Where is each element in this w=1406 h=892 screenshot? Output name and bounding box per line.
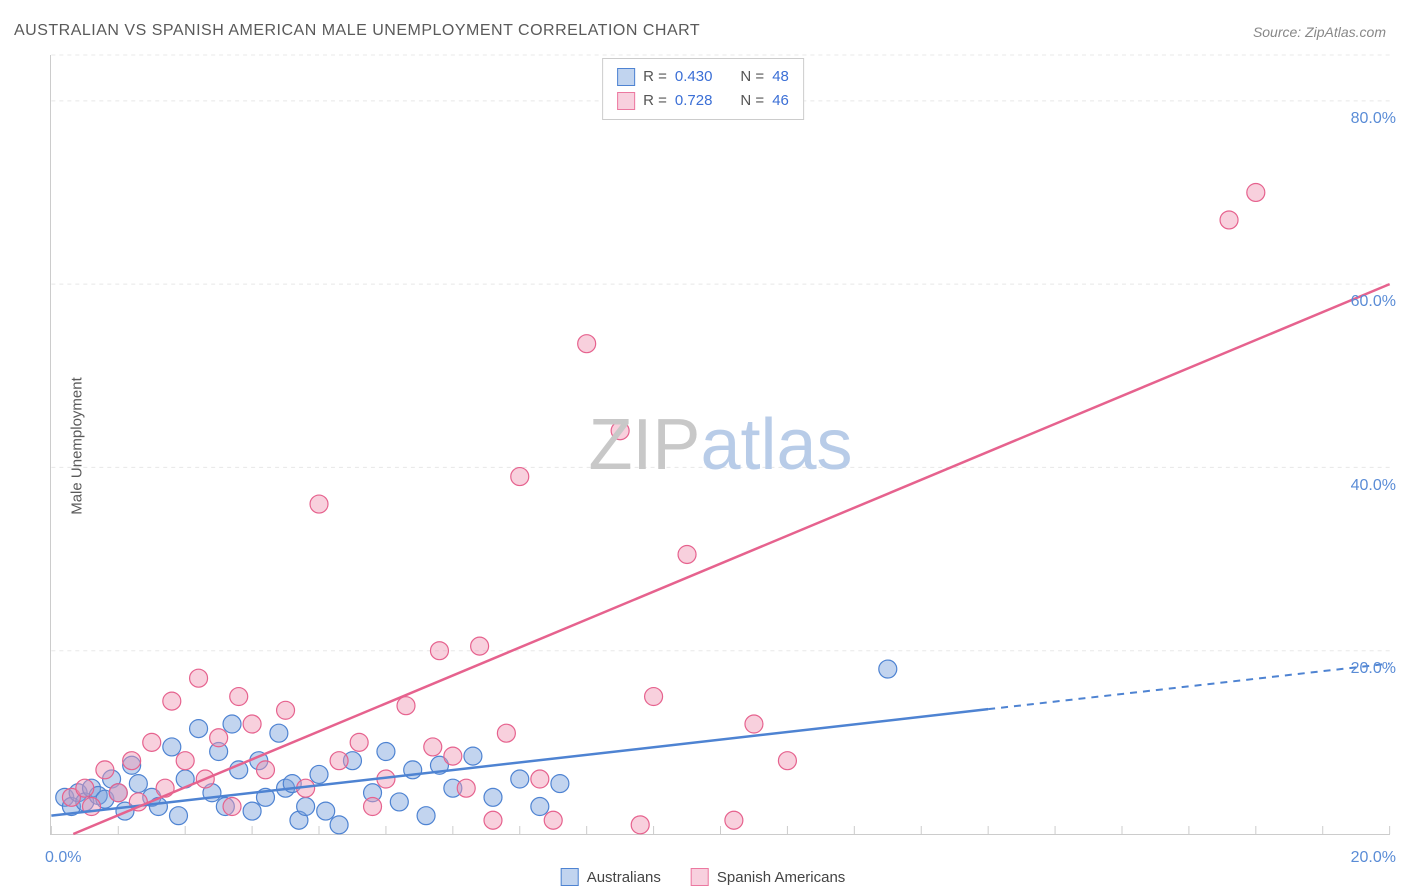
- y-tick-label: 60.0%: [1351, 293, 1396, 311]
- swatch-blue-icon: [617, 68, 635, 86]
- y-tick-label: 80.0%: [1351, 110, 1396, 128]
- stats-row-1: R = 0.430 N = 48: [617, 65, 789, 89]
- x-tick-label: 20.0%: [1351, 849, 1396, 867]
- y-tick-label: 40.0%: [1351, 477, 1396, 495]
- r-value-1: 0.430: [675, 65, 713, 89]
- y-tick-label: 20.0%: [1351, 660, 1396, 678]
- legend-swatch-pink-icon: [691, 868, 709, 886]
- n-value-1: 48: [772, 65, 789, 89]
- n-label-1: N =: [740, 65, 764, 89]
- n-label-2: N =: [740, 89, 764, 113]
- series-legend: Australians Spanish Americans: [561, 868, 846, 886]
- r-value-2: 0.728: [675, 89, 713, 113]
- plot-area: ZIPatlas: [50, 55, 1390, 835]
- scatter-plot-svg: [51, 55, 1390, 834]
- legend-entry-2: Spanish Americans: [691, 868, 845, 886]
- legend-label-1: Australians: [587, 869, 661, 886]
- stats-row-2: R = 0.728 N = 46: [617, 89, 789, 113]
- n-value-2: 46: [772, 89, 789, 113]
- r-label-1: R =: [643, 65, 667, 89]
- stats-legend: R = 0.430 N = 48 R = 0.728 N = 46: [602, 58, 804, 120]
- legend-entry-1: Australians: [561, 868, 661, 886]
- chart-title: AUSTRALIAN VS SPANISH AMERICAN MALE UNEM…: [14, 22, 700, 40]
- x-tick-label: 0.0%: [45, 849, 81, 867]
- legend-swatch-blue-icon: [561, 868, 579, 886]
- legend-label-2: Spanish Americans: [717, 869, 845, 886]
- swatch-pink-icon: [617, 92, 635, 110]
- r-label-2: R =: [643, 89, 667, 113]
- source-attribution: Source: ZipAtlas.com: [1253, 24, 1386, 40]
